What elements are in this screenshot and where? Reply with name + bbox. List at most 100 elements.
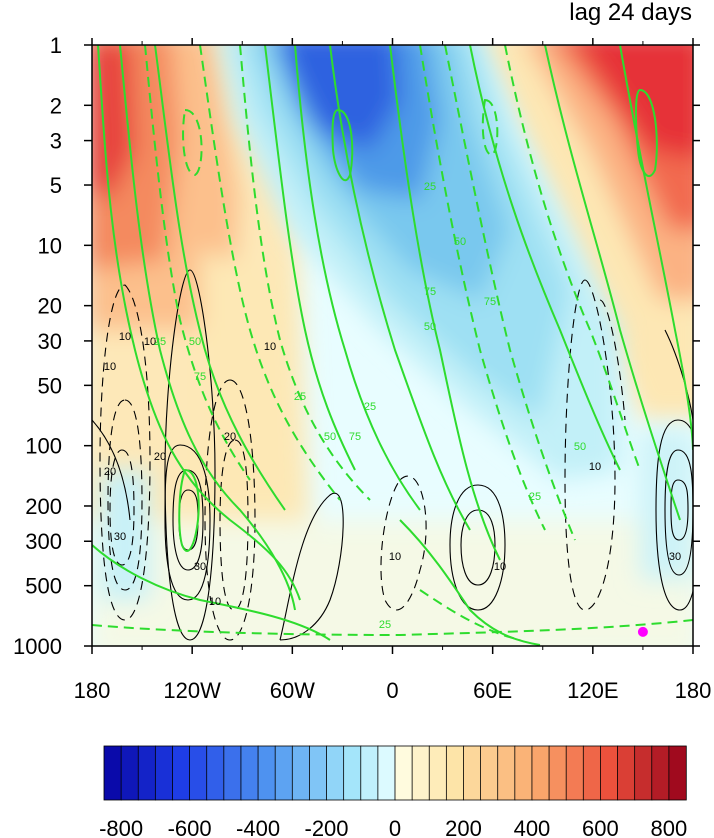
colorbar-box	[343, 745, 362, 801]
contour-black-dash-d	[204, 379, 256, 641]
contour-black-ring-d	[449, 484, 506, 611]
contour-label-green: 50	[189, 336, 201, 348]
colorbar-box	[291, 745, 311, 801]
x-tick-label: 180	[74, 678, 111, 703]
colorbar-box	[445, 745, 465, 801]
y-tick-label: 500	[25, 574, 62, 599]
contour-green-dash-3	[239, 45, 371, 501]
contour-green-solid-5	[294, 45, 421, 511]
colorbar-label: 400	[514, 816, 551, 838]
green-dashed-contours	[92, 45, 693, 641]
contour-black-ring-f	[655, 419, 693, 611]
contour-green-solid-2	[119, 45, 296, 611]
contour-black-line-b	[92, 419, 131, 521]
colorbar-box	[411, 745, 430, 801]
contour-label-black: 10	[264, 341, 276, 353]
colorbar-box	[120, 745, 139, 801]
contour-green-blob-3	[178, 468, 200, 552]
colorbar-box	[582, 745, 602, 801]
contour-label-black: 10	[209, 596, 221, 608]
colorbar-label: 200	[445, 816, 482, 838]
contour-label-green: 75	[349, 431, 361, 443]
contour-green-solid-9	[544, 45, 681, 521]
y-tick-label: 100	[25, 434, 62, 459]
y-tick-label: 3	[50, 129, 62, 154]
colorbar-box	[326, 745, 345, 801]
colorbar-box	[428, 745, 448, 801]
colorbar-label: -600	[168, 816, 212, 838]
contour-black-dash-c	[109, 449, 135, 566]
contour-green-solid-1	[97, 45, 301, 601]
colorbar-box	[531, 745, 550, 801]
colorbar-box	[497, 745, 516, 801]
colorbar-label: 600	[582, 816, 619, 838]
contour-label-green: 75	[194, 371, 206, 383]
x-tick-label: 0	[386, 678, 398, 703]
location-marker	[637, 626, 648, 637]
colorbar-box	[600, 745, 619, 801]
contour-black-ring-e	[460, 509, 496, 586]
y-tick-label: 20	[38, 294, 62, 319]
y-tick-label: 50	[38, 373, 62, 398]
x-tick-label: 120W	[163, 678, 221, 703]
contour-label-black: 10	[389, 551, 401, 563]
shading-cool-regions	[100, 45, 693, 600]
colorbar: -800 -600 -400 -200 0 200 400 600 800	[99, 745, 687, 838]
colorbar-box	[103, 745, 122, 801]
x-tick-label: 120E	[567, 678, 618, 703]
colorbar-box	[668, 745, 687, 801]
contour-label-black: 10	[494, 561, 506, 573]
contour-label-green: 25	[529, 491, 541, 503]
contour-green-blob-1	[331, 108, 354, 182]
colorbar-box	[223, 745, 242, 801]
y-tick-label: 5	[50, 173, 62, 198]
colorbar-box	[548, 745, 567, 801]
colorbar-box	[137, 745, 157, 801]
contour-label-green: 50	[324, 431, 336, 443]
contour-label-black: 30	[194, 561, 206, 573]
contour-label-green: 50	[574, 441, 586, 453]
contour-black-dash-f	[380, 475, 427, 611]
contour-green-blob-2	[634, 88, 658, 178]
contour-green-dash-5	[444, 45, 576, 541]
contour-label-green: 25	[154, 336, 166, 348]
contour-label-black: 20	[224, 431, 236, 443]
contour-black-tall-a	[164, 269, 216, 641]
green-closed-contours	[178, 88, 658, 552]
shade-warm-midwest	[200, 250, 310, 520]
colorbar-box	[206, 745, 225, 801]
colorbar-label: 800	[651, 816, 688, 838]
colorbar-label: -200	[305, 816, 349, 838]
colorbar-box	[514, 745, 533, 801]
contour-black-dash-h	[599, 299, 626, 421]
contour-green-dash-2	[199, 45, 341, 501]
y-tick-label: 300	[25, 529, 62, 554]
colorbar-box	[257, 745, 276, 801]
contour-green-solid-8	[469, 45, 621, 471]
colorbar-box	[480, 745, 499, 801]
contour-label-black: 20	[104, 466, 116, 478]
colorbar-label: -400	[236, 816, 280, 838]
contour-label-black: 20	[154, 451, 166, 463]
contour-black-dash-b	[107, 399, 143, 591]
contour-green-dash-9	[182, 108, 203, 177]
colorbar-labels: -800 -600 -400 -200 0 200 400 600 800	[99, 816, 687, 838]
shade-cool-max	[283, 45, 400, 150]
contour-green-solid-11	[92, 544, 331, 641]
colorbar-label: -800	[99, 816, 143, 838]
colorbar-box	[377, 745, 396, 801]
y-tick-label: 1000	[13, 634, 62, 659]
colorbar-box	[309, 745, 328, 801]
contour-black-bottom-a	[279, 492, 344, 641]
colorbar-box	[634, 745, 653, 801]
contour-green-dash-8	[419, 589, 521, 641]
colorbar-box	[565, 745, 584, 801]
y-tick-label: 200	[25, 494, 62, 519]
contour-green-solid-4	[264, 45, 356, 471]
contour-green-dash-6	[504, 45, 641, 471]
chart-title: lag 24 days	[569, 0, 692, 26]
colorbar-box	[360, 745, 379, 801]
contour-black-ring-h	[670, 479, 689, 541]
